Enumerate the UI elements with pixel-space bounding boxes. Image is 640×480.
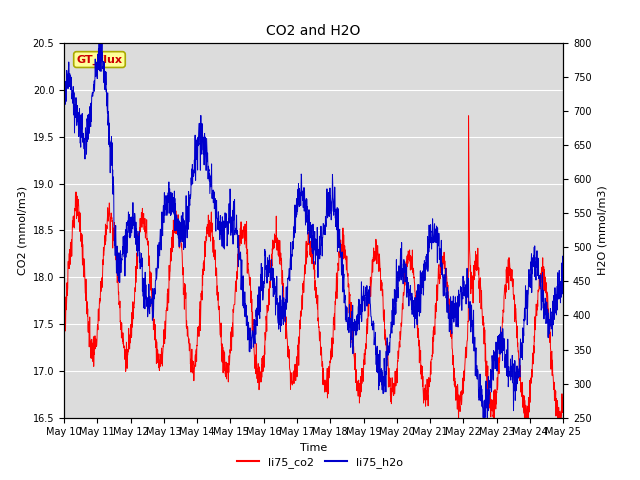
- li75_h2o: [545, 324, 553, 329]
- Y-axis label: CO2 (mmol/m3): CO2 (mmol/m3): [17, 186, 27, 275]
- li75_h2o: [559, 274, 567, 280]
- li75_co2: [86, 326, 93, 332]
- Y-axis label: H2O (mmol/m3): H2O (mmol/m3): [597, 186, 607, 275]
- li75_co2: [545, 321, 553, 327]
- li75_h2o: [303, 206, 311, 212]
- Legend: li75_co2, li75_h2o: li75_co2, li75_h2o: [232, 452, 408, 472]
- li75_co2: [290, 369, 298, 375]
- li75_co2: [60, 333, 68, 338]
- li75_h2o: [95, 40, 103, 46]
- li75_co2: [455, 421, 463, 427]
- li75_co2: [559, 395, 567, 400]
- Text: GT_flux: GT_flux: [77, 54, 122, 65]
- Line: li75_h2o: li75_h2o: [64, 43, 563, 418]
- li75_h2o: [545, 331, 553, 337]
- li75_co2: [303, 248, 310, 254]
- li75_co2: [465, 113, 472, 119]
- li75_h2o: [454, 310, 461, 315]
- li75_h2o: [290, 224, 298, 230]
- li75_co2: [453, 394, 461, 400]
- Line: li75_co2: li75_co2: [64, 116, 563, 424]
- X-axis label: Time: Time: [300, 443, 327, 453]
- li75_h2o: [60, 110, 68, 116]
- li75_co2: [545, 317, 553, 323]
- Title: CO2 and H2O: CO2 and H2O: [266, 24, 361, 38]
- li75_h2o: [86, 126, 93, 132]
- li75_h2o: [479, 415, 487, 420]
